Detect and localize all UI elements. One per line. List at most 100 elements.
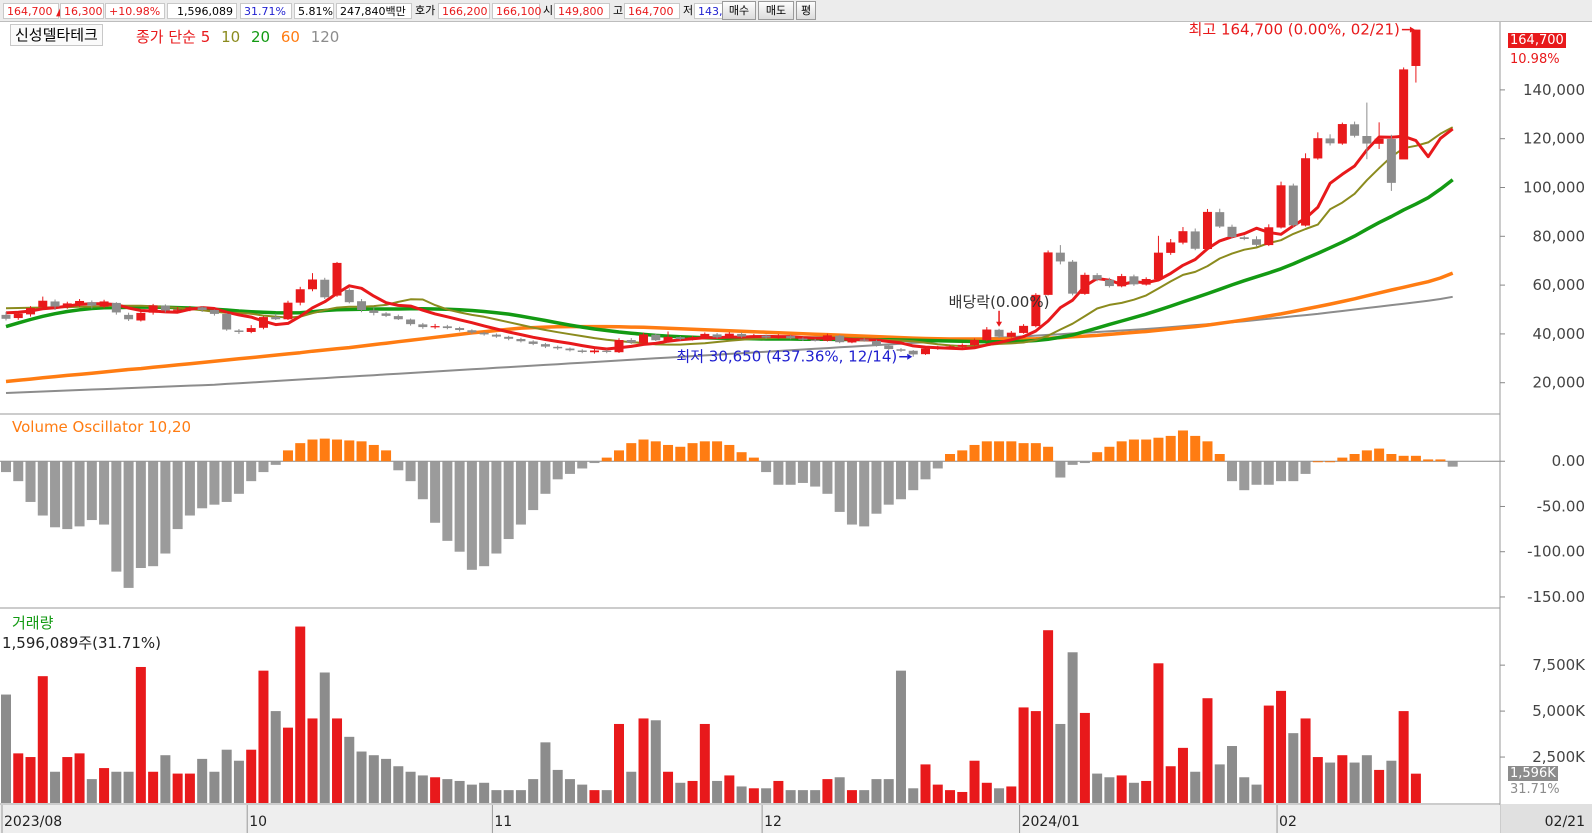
candle-body (1006, 332, 1016, 337)
volume-panel-title[interactable]: 거래량 (12, 614, 54, 632)
candle (602, 349, 612, 354)
candle (1215, 208, 1225, 229)
volume-bar (123, 771, 134, 803)
osc-panel-title[interactable]: Volume Oscillator 10,20 (12, 418, 192, 436)
eval-button[interactable]: 평 (796, 1, 816, 20)
candle (1068, 259, 1078, 296)
price-change: 16,300 (60, 3, 104, 19)
candle-body (896, 349, 906, 351)
candle (1178, 227, 1188, 245)
candle-body (1117, 276, 1127, 287)
osc-bar (209, 461, 220, 505)
osc-bar (589, 461, 600, 464)
candle-body (1325, 138, 1335, 144)
osc-bar (368, 444, 379, 462)
volume-tick-label: 5,000K (1532, 702, 1586, 720)
candle (1227, 224, 1237, 239)
legend-ma10[interactable]: 10 (221, 28, 241, 46)
candle (528, 340, 538, 346)
candle-body (1202, 211, 1212, 249)
volume-current-tag: 1,596K (1508, 766, 1558, 781)
volume-bar (37, 676, 48, 803)
legend-ma20[interactable]: 20 (250, 28, 271, 46)
volume-tick-label: 7,500K (1532, 656, 1586, 674)
candle-body (222, 313, 232, 330)
candle (381, 312, 391, 318)
candle-body (749, 335, 759, 337)
candle-body (1080, 274, 1090, 294)
volume-bar (466, 784, 477, 803)
candle-body (62, 303, 72, 307)
osc-bar (1043, 446, 1054, 462)
candle (1386, 134, 1396, 191)
volume-bar (381, 758, 392, 803)
open-label: 시 (543, 4, 554, 17)
low-arrow-head (907, 353, 913, 360)
volume-bar (1165, 766, 1176, 803)
dividend-annotation: 배당락(0.00%) (949, 293, 1050, 311)
legend-ma60[interactable]: 60 (280, 28, 300, 46)
osc-bar (1128, 439, 1139, 462)
osc-bar (172, 461, 183, 530)
volume-bar (822, 779, 833, 803)
candle (798, 337, 808, 341)
candle (1301, 153, 1311, 227)
buy-button[interactable]: 매수 (722, 1, 756, 20)
volume-bar (295, 626, 306, 803)
stock-name-chip[interactable]: 신성델타테크 (10, 24, 103, 46)
candle-body (1055, 252, 1065, 262)
volume-bar (932, 784, 943, 803)
x-last-date: 02/21 (1545, 814, 1585, 830)
volume-bar (479, 782, 490, 803)
x-tick-label: 11 (494, 814, 512, 830)
candle (222, 312, 232, 331)
volume-ratio: 31.71% (240, 3, 292, 19)
candle-body (1350, 124, 1360, 136)
volume-bar (454, 780, 465, 803)
candle (430, 323, 440, 329)
candle (761, 334, 771, 339)
candle-body (1252, 239, 1262, 245)
osc-bar (270, 461, 281, 465)
candle (700, 332, 710, 339)
volume-bar (1006, 786, 1017, 803)
volume-bar (1410, 773, 1421, 803)
ask-price: 166,200 (438, 3, 490, 19)
candle (724, 331, 734, 339)
candle-body (504, 336, 514, 339)
candle-body (994, 329, 1004, 337)
candle (1276, 181, 1286, 229)
sell-button[interactable]: 매도 (758, 1, 794, 20)
x-axis-band (0, 805, 1500, 833)
volume-bar (515, 790, 526, 803)
osc-bar (1337, 457, 1348, 462)
volume-bar (785, 790, 796, 803)
candle-body (540, 344, 550, 347)
osc-bar (37, 461, 48, 516)
legend-ma120[interactable]: 120 (310, 28, 340, 46)
price-tick-label: 140,000 (1523, 81, 1585, 99)
candle-body (271, 316, 281, 320)
candle (688, 335, 698, 341)
candle (896, 348, 906, 352)
volume-bar (564, 779, 575, 803)
stock-chart[interactable]: 20,000 40,000 60,000 80,000 100,000 120,000 14… (0, 22, 1592, 833)
osc-bar (1153, 437, 1164, 462)
osc-bar (1079, 461, 1090, 464)
candle (921, 347, 930, 355)
volume-bar (172, 773, 183, 803)
legend-ma5[interactable]: 5 (200, 28, 211, 46)
candle (1166, 238, 1176, 255)
candle (1055, 245, 1065, 265)
osc-bar (540, 461, 551, 494)
candle-body (1068, 261, 1078, 294)
osc-bar (785, 461, 796, 485)
osc-bar (1423, 459, 1434, 462)
volume-bar (1177, 747, 1188, 803)
volume-bar (601, 790, 612, 803)
osc-bar (135, 461, 146, 568)
candle (871, 339, 881, 347)
candle-body (246, 328, 256, 332)
volume-bar (282, 727, 293, 803)
candle (418, 322, 428, 329)
